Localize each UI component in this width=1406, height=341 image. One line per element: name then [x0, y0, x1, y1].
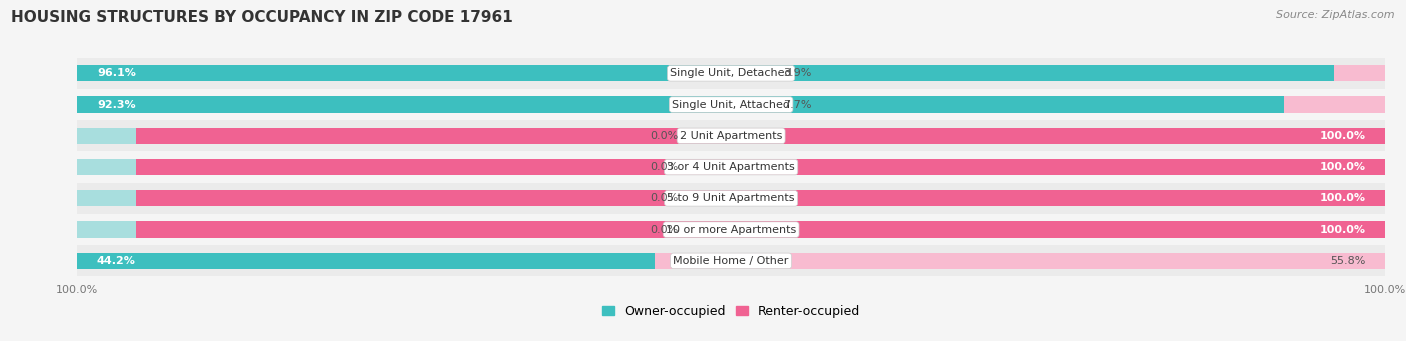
Text: Single Unit, Detached: Single Unit, Detached — [671, 68, 792, 78]
Text: 92.3%: 92.3% — [97, 100, 135, 109]
Bar — [1334, 65, 1385, 81]
Text: 10 or more Apartments: 10 or more Apartments — [666, 225, 796, 235]
Text: 0.0%: 0.0% — [651, 193, 679, 203]
Text: 55.8%: 55.8% — [1330, 256, 1365, 266]
Text: 0.0%: 0.0% — [651, 131, 679, 141]
Text: 3 or 4 Unit Apartments: 3 or 4 Unit Apartments — [668, 162, 794, 172]
Text: 96.1%: 96.1% — [97, 68, 136, 78]
Bar — [136, 190, 1385, 206]
Text: 0.0%: 0.0% — [651, 162, 679, 172]
Bar — [77, 58, 1385, 89]
Text: 44.2%: 44.2% — [97, 256, 136, 266]
Text: 100.0%: 100.0% — [1319, 162, 1365, 172]
Bar — [77, 190, 136, 206]
Text: 100.0%: 100.0% — [1319, 131, 1365, 141]
Text: Mobile Home / Other: Mobile Home / Other — [673, 256, 789, 266]
Bar — [77, 151, 1385, 183]
Text: 100.0%: 100.0% — [1319, 193, 1365, 203]
Bar — [77, 120, 1385, 151]
Bar — [77, 183, 1385, 214]
Bar — [77, 159, 136, 175]
Bar — [136, 128, 1385, 144]
Text: HOUSING STRUCTURES BY OCCUPANCY IN ZIP CODE 17961: HOUSING STRUCTURES BY OCCUPANCY IN ZIP C… — [11, 10, 513, 25]
Legend: Owner-occupied, Renter-occupied: Owner-occupied, Renter-occupied — [596, 300, 866, 323]
Text: 5 to 9 Unit Apartments: 5 to 9 Unit Apartments — [668, 193, 794, 203]
Text: 2 Unit Apartments: 2 Unit Apartments — [681, 131, 782, 141]
Bar — [77, 89, 1385, 120]
Bar — [77, 214, 1385, 245]
Text: 0.0%: 0.0% — [651, 225, 679, 235]
Text: Single Unit, Attached: Single Unit, Attached — [672, 100, 790, 109]
Text: 100.0%: 100.0% — [1319, 225, 1365, 235]
Bar — [1284, 97, 1385, 113]
Text: 3.9%: 3.9% — [783, 68, 811, 78]
Bar — [136, 222, 1385, 238]
Text: Source: ZipAtlas.com: Source: ZipAtlas.com — [1277, 10, 1395, 20]
Bar — [77, 253, 655, 269]
Bar — [136, 159, 1385, 175]
Bar — [77, 245, 1385, 277]
Bar — [77, 65, 1334, 81]
Bar — [655, 253, 1385, 269]
Bar — [77, 97, 1284, 113]
Bar — [77, 222, 136, 238]
Bar — [77, 128, 136, 144]
Text: 7.7%: 7.7% — [783, 100, 811, 109]
